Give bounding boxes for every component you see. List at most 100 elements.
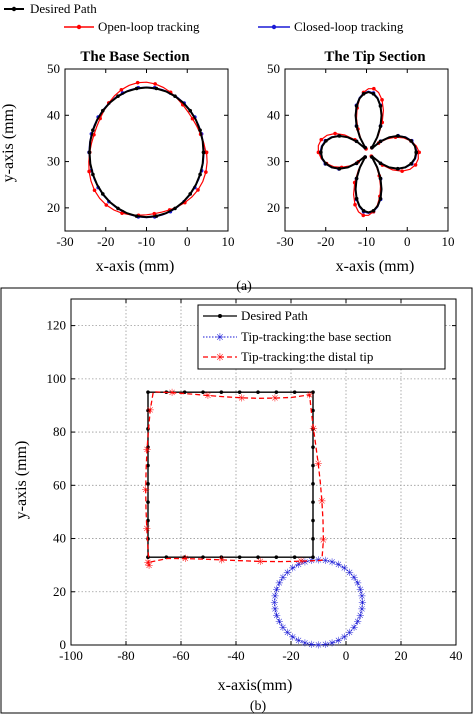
- series-desired-point: [319, 150, 323, 155]
- y-tick-label: 80: [53, 424, 66, 439]
- y-tick-label: 100: [47, 371, 67, 386]
- series-base-section-point: ✳: [328, 638, 336, 649]
- x-tick-label: 0: [184, 234, 191, 249]
- series-base-section-line: [273, 559, 363, 646]
- series-desired-point: [116, 94, 120, 98]
- series-desired-point: [134, 86, 139, 91]
- legend-label-base: Tip-tracking:the base section: [241, 329, 392, 344]
- series-distal-tip: ✳✳✳✳✳✳ ✳ ✳ ✳ ✳✳✳✳✳✳✳✳✳✳: [142, 388, 328, 572]
- series-desired-point: [414, 150, 419, 155]
- y-tick-label: 120: [47, 318, 67, 333]
- series-base-section-point: ✳: [358, 605, 366, 616]
- series-desired-point: [363, 155, 368, 159]
- legend-label-desired: Desired Path: [241, 308, 308, 323]
- series-open-loop-point: [119, 87, 124, 92]
- series-base-section-point: ✳: [279, 623, 287, 634]
- series-desired-point: [311, 463, 315, 468]
- series-distal-tip-point: ✳: [144, 558, 152, 569]
- series-open-loop-point: [204, 170, 208, 174]
- legend-marker-desired: [11, 6, 17, 12]
- series-desired-line: [319, 91, 418, 214]
- series-desired-point: [219, 555, 224, 559]
- series-open-loop-point: [353, 202, 357, 207]
- chart-title: The Tip Section: [324, 49, 426, 65]
- series-desired-point: [173, 206, 177, 211]
- y-tick-label: 20: [47, 200, 60, 215]
- series-desired-point: [409, 161, 413, 166]
- series-desired-point: [100, 192, 105, 196]
- legend-box: Desired Path ✳ Tip-tracking:the base sec…: [197, 304, 446, 370]
- series-base-section-point: ✳: [271, 591, 279, 602]
- series-desired-point: [311, 390, 315, 394]
- series-desired-point: [378, 104, 383, 108]
- series-desired-point: [154, 86, 159, 91]
- series-desired-point: [378, 139, 383, 144]
- legend-marker-base: ✳: [215, 331, 224, 344]
- series-closed-loop: [318, 90, 419, 215]
- series-base-section-point: ✳: [275, 579, 283, 590]
- series-open-loop: [316, 86, 421, 218]
- legend-marker-desired: [218, 314, 222, 318]
- series-open-loop-point: [92, 188, 97, 193]
- x-tick-label: 0: [404, 234, 411, 249]
- series-desired-line: [147, 391, 314, 558]
- series-open-loop-point: [87, 169, 91, 174]
- panel-b-frame: [0, 287, 473, 714]
- series-desired: [319, 91, 419, 214]
- series-desired-point: [337, 166, 342, 171]
- series-desired-point: [146, 408, 150, 413]
- y-tick-label: 30: [267, 154, 280, 169]
- series-open-loop-point: [400, 169, 404, 173]
- series-desired-point: [311, 445, 315, 449]
- series-base-section-point: ✳: [288, 563, 296, 574]
- series-open-loop-point: [380, 98, 384, 102]
- x-tick-label: 0: [343, 648, 350, 663]
- legend-marker-open: [76, 24, 82, 30]
- series-base-section-point: ✳: [340, 632, 348, 643]
- series-base-section-point: ✳: [294, 560, 302, 571]
- y-tick-label: 50: [47, 61, 60, 76]
- chart-base-section: The Base Section -30 -20 -10 0 10 20 30 40 50 x-…: [0, 49, 235, 275]
- x-tick-label: 10: [442, 234, 455, 249]
- series-distal-tip-point: ✳: [319, 535, 327, 546]
- series-base-section-point: ✳: [334, 636, 342, 647]
- series-desired-point: [146, 463, 150, 468]
- series-desired-point: [395, 166, 400, 171]
- series-base-section-point: ✳: [271, 605, 279, 616]
- series-base-section-point: ✳: [270, 598, 278, 609]
- series-distal-tip-point: ✳: [145, 561, 153, 572]
- series-desired-point: [324, 161, 328, 166]
- series-base-section-point: ✳: [358, 598, 366, 609]
- series-desired-point: [311, 500, 315, 504]
- legend-marker-distal: ✳: [215, 351, 224, 364]
- series-distal-tip-point: ✳: [305, 390, 313, 401]
- series-distal-tip-line: [145, 391, 325, 566]
- x-tick-label: -40: [227, 648, 244, 663]
- series-base-section-point: ✳: [279, 573, 287, 584]
- series-open-loop-point: [372, 86, 376, 91]
- series-desired-line: [88, 86, 205, 219]
- caption-a: (a): [236, 279, 252, 294]
- series-base-section-point: ✳: [345, 628, 353, 639]
- series-desired-point: [311, 555, 315, 559]
- series-base-section-point: ✳: [354, 617, 362, 628]
- series-desired-point: [324, 139, 328, 143]
- series-base-section-point: ✳: [345, 568, 353, 579]
- y-tick-label: 60: [53, 477, 66, 492]
- x-tick-label: -10: [358, 234, 375, 249]
- y-tick-label: 30: [47, 154, 60, 169]
- series-open-loop-point: [153, 82, 157, 86]
- series-desired-point: [311, 482, 315, 486]
- series-desired-point: [219, 390, 224, 394]
- series-base-section-point: ✳: [321, 556, 329, 567]
- series-desired-point: [201, 555, 205, 559]
- series-desired-point: [198, 128, 202, 132]
- series-open-loop-point: [104, 203, 109, 207]
- x-tick-label: -100: [59, 648, 83, 663]
- series-desired-point: [274, 555, 279, 559]
- y-tick-label: 0: [60, 637, 67, 652]
- series-desired-point: [188, 192, 193, 196]
- series-desired-point: [363, 145, 368, 150]
- series-desired-point: [256, 390, 260, 394]
